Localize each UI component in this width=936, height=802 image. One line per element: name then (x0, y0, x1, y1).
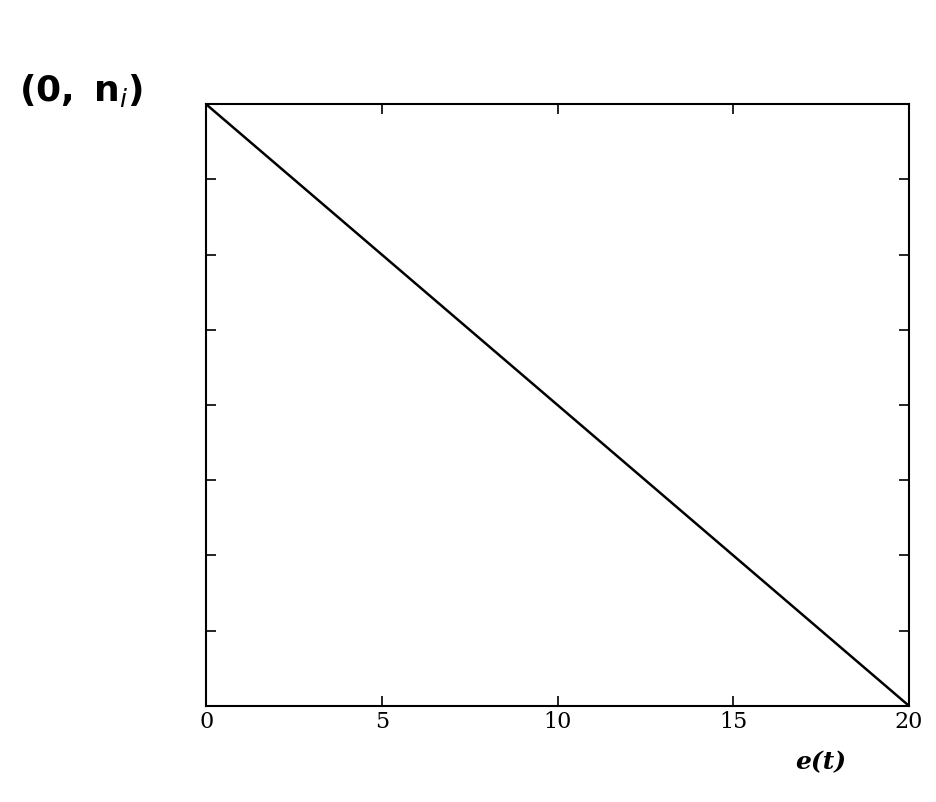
Text: e(t): e(t) (795, 750, 846, 774)
Text: $\mathbf{(0,}$$\mathbf{\ n_{\it{i}}}$$\mathbf{)}$: $\mathbf{(0,}$$\mathbf{\ n_{\it{i}}}$$\m… (19, 72, 142, 109)
